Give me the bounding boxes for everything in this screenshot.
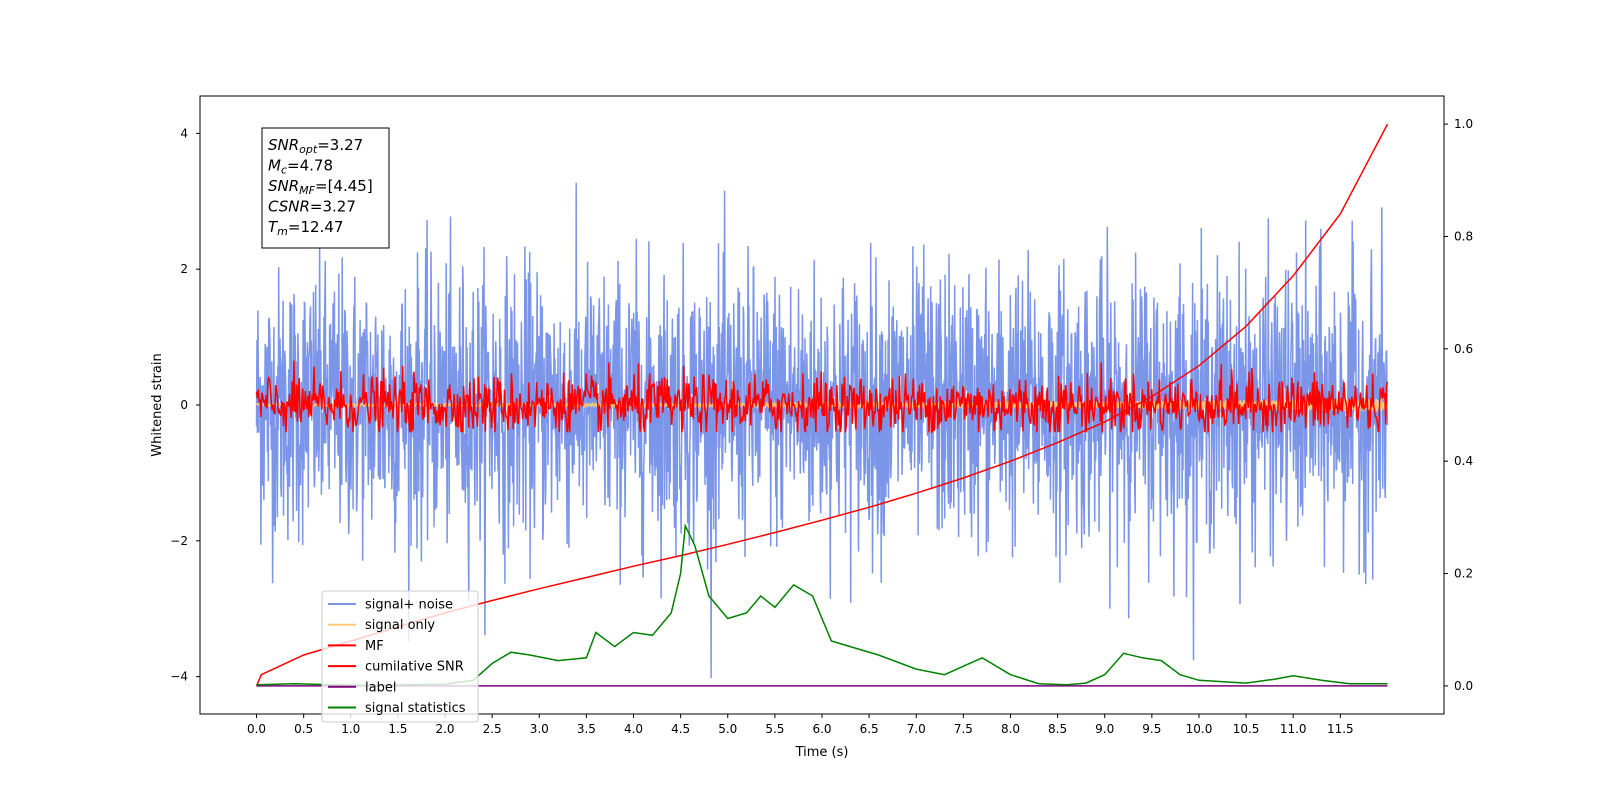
legend: signal+ noise signal only MF cumilative SNR… [321,590,479,723]
y-axis-left: −4 −2 0 2 4 [170,126,200,684]
legend-label: cumilative SNR [365,660,464,675]
x-tick-label: 2.0 [435,722,454,736]
x-tick-label: 4.0 [624,722,643,736]
y-tick-label: 4 [180,126,188,140]
annotation-line: CSNR=3.27 [268,198,356,216]
annotation-line: SNRopt=3.27 [268,136,363,156]
x-tick-label: 5.0 [718,722,737,736]
y-tick-label: 0 [180,398,188,412]
y2-tick-label: 0.4 [1454,454,1473,468]
x-axis-label: Time (s) [795,745,849,760]
x-tick-label: 1.0 [341,722,360,736]
y2-tick-label: 0.2 [1454,567,1473,581]
y-axis-right: 0.0 0.2 0.4 0.6 0.8 1.0 [1444,117,1473,693]
x-tick-label: 9.5 [1142,722,1161,736]
x-tick-label: 0.0 [247,722,266,736]
series-line-5 [256,523,1388,687]
series-line-2 [255,360,1389,434]
legend-frame [321,590,479,723]
x-tick-label: 10.5 [1233,722,1260,736]
legend-label: label [365,680,396,695]
x-tick-label: 7.5 [954,722,973,736]
x-tick-label: 7.0 [907,722,926,736]
x-tick-label: 8.0 [1001,722,1020,736]
y2-tick-label: 0.0 [1454,679,1473,693]
x-tick-label: 8.5 [1048,722,1067,736]
x-tick-label: 4.5 [671,722,690,736]
x-tick-label: 5.5 [765,722,784,736]
y-axis-label: Whitened strain [150,353,165,456]
legend-label: signal only [365,618,435,633]
x-tick-label: 9.0 [1095,722,1114,736]
y2-tick-label: 0.6 [1454,342,1473,356]
y-tick-label: −2 [170,534,188,548]
legend-label: signal+ noise [365,598,453,613]
y2-tick-label: 0.8 [1454,229,1473,243]
x-axis: 0.0 0.5 1.0 1.5 2.0 2.5 3.0 3.5 4.0 4.5 5.0 5.5 6.0 6… [247,714,1354,736]
x-tick-label: 10.0 [1186,722,1213,736]
x-tick-label: 6.5 [860,722,879,736]
x-tick-label: 3.5 [577,722,596,736]
annotation-frame [261,127,390,249]
x-tick-label: 11.0 [1280,722,1307,736]
annotation-line: SNRMF=[4.45] [268,177,373,197]
x-tick-label: 2.5 [483,722,502,736]
series-line-0 [255,182,1389,679]
legend-label: MF [365,639,384,654]
legend-label: signal statistics [365,701,466,716]
x-tick-label: 1.5 [388,722,407,736]
y2-tick-label: 1.0 [1454,117,1473,131]
annotation-line: Tm=12.47 [268,218,343,238]
x-tick-label: 11.5 [1327,722,1354,736]
y-tick-label: 2 [180,262,188,276]
annotation-line: Mc=4.78 [268,157,333,177]
x-tick-label: 0.5 [294,722,313,736]
x-tick-label: 3.0 [530,722,549,736]
y-tick-label: −4 [170,670,188,684]
x-tick-label: 6.0 [812,722,831,736]
